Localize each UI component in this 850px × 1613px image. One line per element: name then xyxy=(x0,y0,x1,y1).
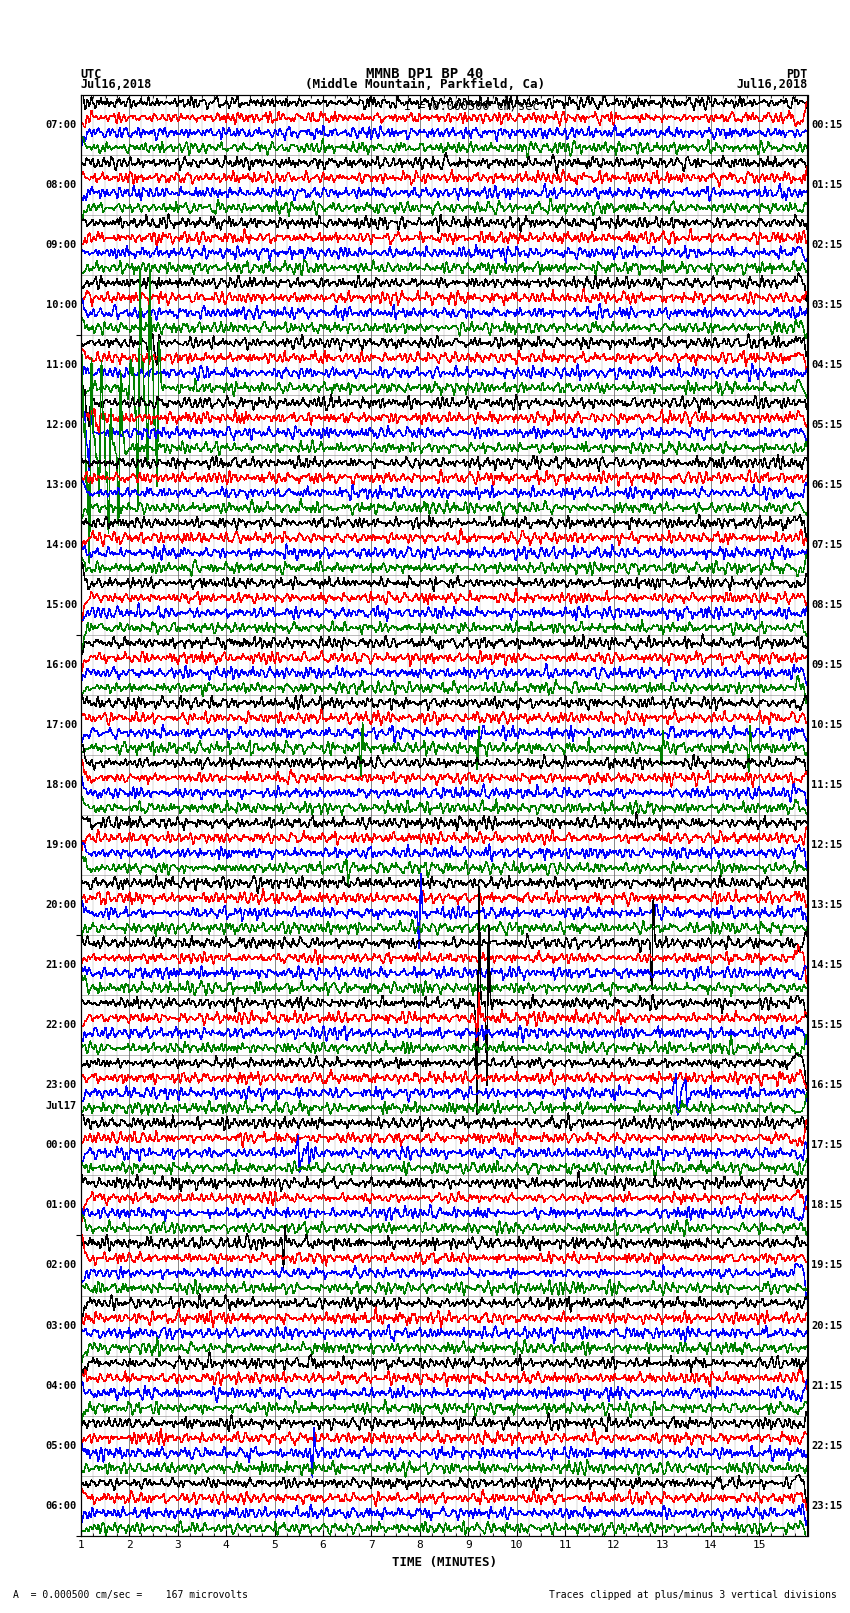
Text: 10:15: 10:15 xyxy=(811,721,842,731)
Text: PDT: PDT xyxy=(786,68,807,82)
Text: 13:00: 13:00 xyxy=(46,481,77,490)
Text: 14:00: 14:00 xyxy=(46,540,77,550)
Text: 21:00: 21:00 xyxy=(46,960,77,971)
Text: 12:00: 12:00 xyxy=(46,421,77,431)
Text: 12:15: 12:15 xyxy=(811,840,842,850)
Text: 00:15: 00:15 xyxy=(811,121,842,131)
Text: Jul16,2018: Jul16,2018 xyxy=(81,77,152,90)
Text: 09:00: 09:00 xyxy=(46,240,77,250)
Text: I = 0.000500 cm/sec: I = 0.000500 cm/sec xyxy=(404,100,540,113)
Text: 03:00: 03:00 xyxy=(46,1321,77,1331)
Text: 20:15: 20:15 xyxy=(811,1321,842,1331)
Text: 19:15: 19:15 xyxy=(811,1260,842,1271)
Text: 05:15: 05:15 xyxy=(811,421,842,431)
Text: 04:15: 04:15 xyxy=(811,360,842,371)
Text: 15:15: 15:15 xyxy=(811,1021,842,1031)
Text: 00:00: 00:00 xyxy=(46,1140,77,1150)
Text: 17:15: 17:15 xyxy=(811,1140,842,1150)
Text: 07:00: 07:00 xyxy=(46,121,77,131)
Text: 10:00: 10:00 xyxy=(46,300,77,310)
Text: 23:15: 23:15 xyxy=(811,1500,842,1510)
Text: 17:00: 17:00 xyxy=(46,721,77,731)
Text: 01:15: 01:15 xyxy=(811,181,842,190)
Text: 22:00: 22:00 xyxy=(46,1021,77,1031)
Text: 22:15: 22:15 xyxy=(811,1440,842,1450)
Text: 04:00: 04:00 xyxy=(46,1381,77,1390)
Text: 19:00: 19:00 xyxy=(46,840,77,850)
Text: 11:15: 11:15 xyxy=(811,781,842,790)
Text: 02:00: 02:00 xyxy=(46,1260,77,1271)
Text: 21:15: 21:15 xyxy=(811,1381,842,1390)
Text: 15:00: 15:00 xyxy=(46,600,77,610)
Text: 03:15: 03:15 xyxy=(811,300,842,310)
Text: Jul16,2018: Jul16,2018 xyxy=(736,77,808,90)
Text: 09:15: 09:15 xyxy=(811,660,842,671)
Text: 14:15: 14:15 xyxy=(811,960,842,971)
Text: 06:00: 06:00 xyxy=(46,1500,77,1510)
Text: 01:00: 01:00 xyxy=(46,1200,77,1210)
Text: 13:15: 13:15 xyxy=(811,900,842,910)
X-axis label: TIME (MINUTES): TIME (MINUTES) xyxy=(392,1557,496,1569)
Text: MMNB DP1 BP 40: MMNB DP1 BP 40 xyxy=(366,68,484,82)
Text: 20:00: 20:00 xyxy=(46,900,77,910)
Text: 18:00: 18:00 xyxy=(46,781,77,790)
Text: 23:00: 23:00 xyxy=(46,1081,77,1090)
Text: UTC: UTC xyxy=(81,68,102,82)
Text: 07:15: 07:15 xyxy=(811,540,842,550)
Text: Traces clipped at plus/minus 3 vertical divisions: Traces clipped at plus/minus 3 vertical … xyxy=(549,1590,837,1600)
Text: (Middle Mountain, Parkfield, Ca): (Middle Mountain, Parkfield, Ca) xyxy=(305,77,545,90)
Text: 02:15: 02:15 xyxy=(811,240,842,250)
Text: 08:00: 08:00 xyxy=(46,181,77,190)
Text: 16:00: 16:00 xyxy=(46,660,77,671)
Text: Jul17: Jul17 xyxy=(46,1100,77,1111)
Text: A  = 0.000500 cm/sec =    167 microvolts: A = 0.000500 cm/sec = 167 microvolts xyxy=(13,1590,247,1600)
Text: 18:15: 18:15 xyxy=(811,1200,842,1210)
Text: 11:00: 11:00 xyxy=(46,360,77,371)
Text: 08:15: 08:15 xyxy=(811,600,842,610)
Text: 16:15: 16:15 xyxy=(811,1081,842,1090)
Text: 06:15: 06:15 xyxy=(811,481,842,490)
Text: 05:00: 05:00 xyxy=(46,1440,77,1450)
